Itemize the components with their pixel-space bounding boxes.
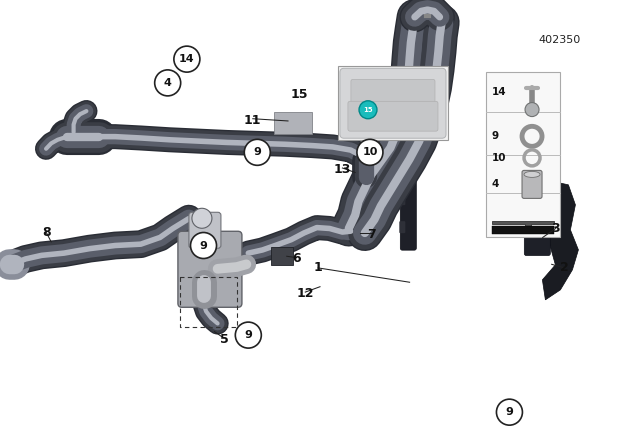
Text: 15: 15 (363, 107, 373, 113)
FancyBboxPatch shape (189, 212, 221, 248)
Circle shape (244, 139, 270, 165)
FancyBboxPatch shape (399, 221, 405, 233)
Text: 4: 4 (164, 78, 172, 88)
Circle shape (192, 208, 212, 228)
Text: 13: 13 (333, 163, 351, 176)
Circle shape (525, 103, 539, 116)
Text: 10: 10 (492, 153, 506, 163)
Circle shape (359, 101, 377, 119)
Bar (338, 66, 448, 140)
Text: 402350: 402350 (539, 35, 581, 45)
Text: 14: 14 (179, 54, 195, 64)
FancyBboxPatch shape (351, 79, 435, 116)
Text: 9: 9 (253, 147, 261, 157)
Text: 9: 9 (506, 407, 513, 417)
Text: 9: 9 (200, 241, 207, 250)
Circle shape (191, 233, 216, 258)
Circle shape (236, 322, 261, 348)
Text: 3: 3 (551, 222, 560, 235)
Circle shape (497, 399, 522, 425)
Text: 9: 9 (492, 131, 499, 141)
FancyBboxPatch shape (340, 68, 446, 138)
FancyBboxPatch shape (399, 193, 405, 205)
Circle shape (174, 46, 200, 72)
FancyBboxPatch shape (178, 231, 242, 307)
FancyBboxPatch shape (348, 101, 438, 131)
Text: 5: 5 (220, 333, 228, 346)
FancyBboxPatch shape (524, 220, 550, 255)
Text: 2: 2 (560, 261, 569, 275)
Text: 8: 8 (42, 225, 51, 239)
FancyBboxPatch shape (401, 126, 417, 250)
Text: 7: 7 (367, 228, 376, 241)
Text: 6: 6 (292, 252, 301, 266)
Bar (492, 226, 554, 234)
Circle shape (357, 139, 383, 165)
Text: 15: 15 (291, 88, 308, 102)
Polygon shape (543, 180, 579, 300)
Circle shape (155, 70, 180, 96)
Text: 9: 9 (244, 330, 252, 340)
FancyBboxPatch shape (399, 137, 405, 149)
Text: 1: 1 (314, 261, 323, 275)
Ellipse shape (524, 172, 540, 177)
Polygon shape (492, 221, 554, 230)
FancyBboxPatch shape (271, 247, 292, 265)
FancyBboxPatch shape (274, 112, 312, 134)
Text: 4: 4 (492, 179, 499, 190)
Text: 11: 11 (244, 113, 262, 127)
FancyBboxPatch shape (399, 165, 405, 177)
Text: 10: 10 (362, 147, 378, 157)
Text: 12: 12 (296, 287, 314, 300)
Text: 14: 14 (492, 86, 506, 97)
Bar (486, 72, 560, 237)
FancyBboxPatch shape (522, 170, 542, 198)
